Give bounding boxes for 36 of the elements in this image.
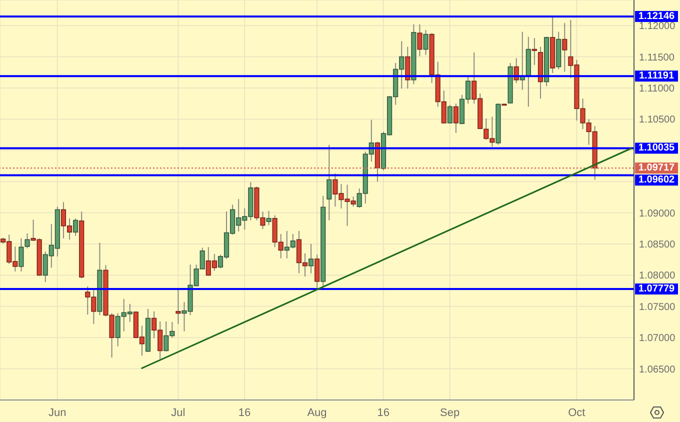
- x-tick-label: Aug: [307, 406, 327, 419]
- candlestick: [308, 243, 314, 274]
- candlestick: [326, 144, 332, 221]
- candlestick: [532, 38, 538, 66]
- y-tick-label: 1.07500: [639, 302, 676, 313]
- y-tick-label: 1.11500: [639, 52, 675, 64]
- x-tick-label: Oct: [568, 406, 586, 419]
- y-tick-label: 1.07000: [639, 333, 676, 344]
- y-tick-label: 1.12000: [639, 21, 676, 32]
- candlestick: [423, 29, 428, 56]
- candlestick: [453, 103, 459, 134]
- y-tick-label: 1.06500: [639, 364, 676, 376]
- candlestick: [405, 46, 410, 90]
- ref-line-label: 1.11191: [638, 70, 674, 82]
- x-tick-label: 16: [377, 406, 390, 419]
- ref-line-label: 1.07779: [638, 283, 676, 294]
- candlestick: [314, 254, 320, 288]
- ref-line-label: 1.10035: [638, 142, 676, 154]
- ref-line-label: 1.09717: [638, 162, 676, 174]
- candlestick: [73, 218, 78, 236]
- x-tick-label: Jul: [171, 406, 186, 419]
- y-tick-label: 1.11000: [639, 84, 675, 95]
- candlestick: [447, 104, 452, 124]
- ref-line-label: 1.09602: [638, 174, 676, 186]
- x-tick-label: Sep: [440, 406, 460, 419]
- y-tick-label: 1.08000: [639, 270, 676, 282]
- x-tick-label: 16: [238, 406, 251, 419]
- candlestick: [176, 289, 181, 324]
- y-tick-label: 1.08500: [639, 240, 676, 251]
- y-tick-label: 1.09000: [639, 208, 676, 220]
- ref-line-label: 1.12146: [638, 10, 676, 22]
- y-tick-label: 1.10500: [639, 114, 676, 126]
- candlestick: [562, 22, 568, 72]
- candlestick: [417, 24, 422, 57]
- candlestick: [266, 210, 272, 226]
- x-tick-label: Jun: [48, 406, 66, 419]
